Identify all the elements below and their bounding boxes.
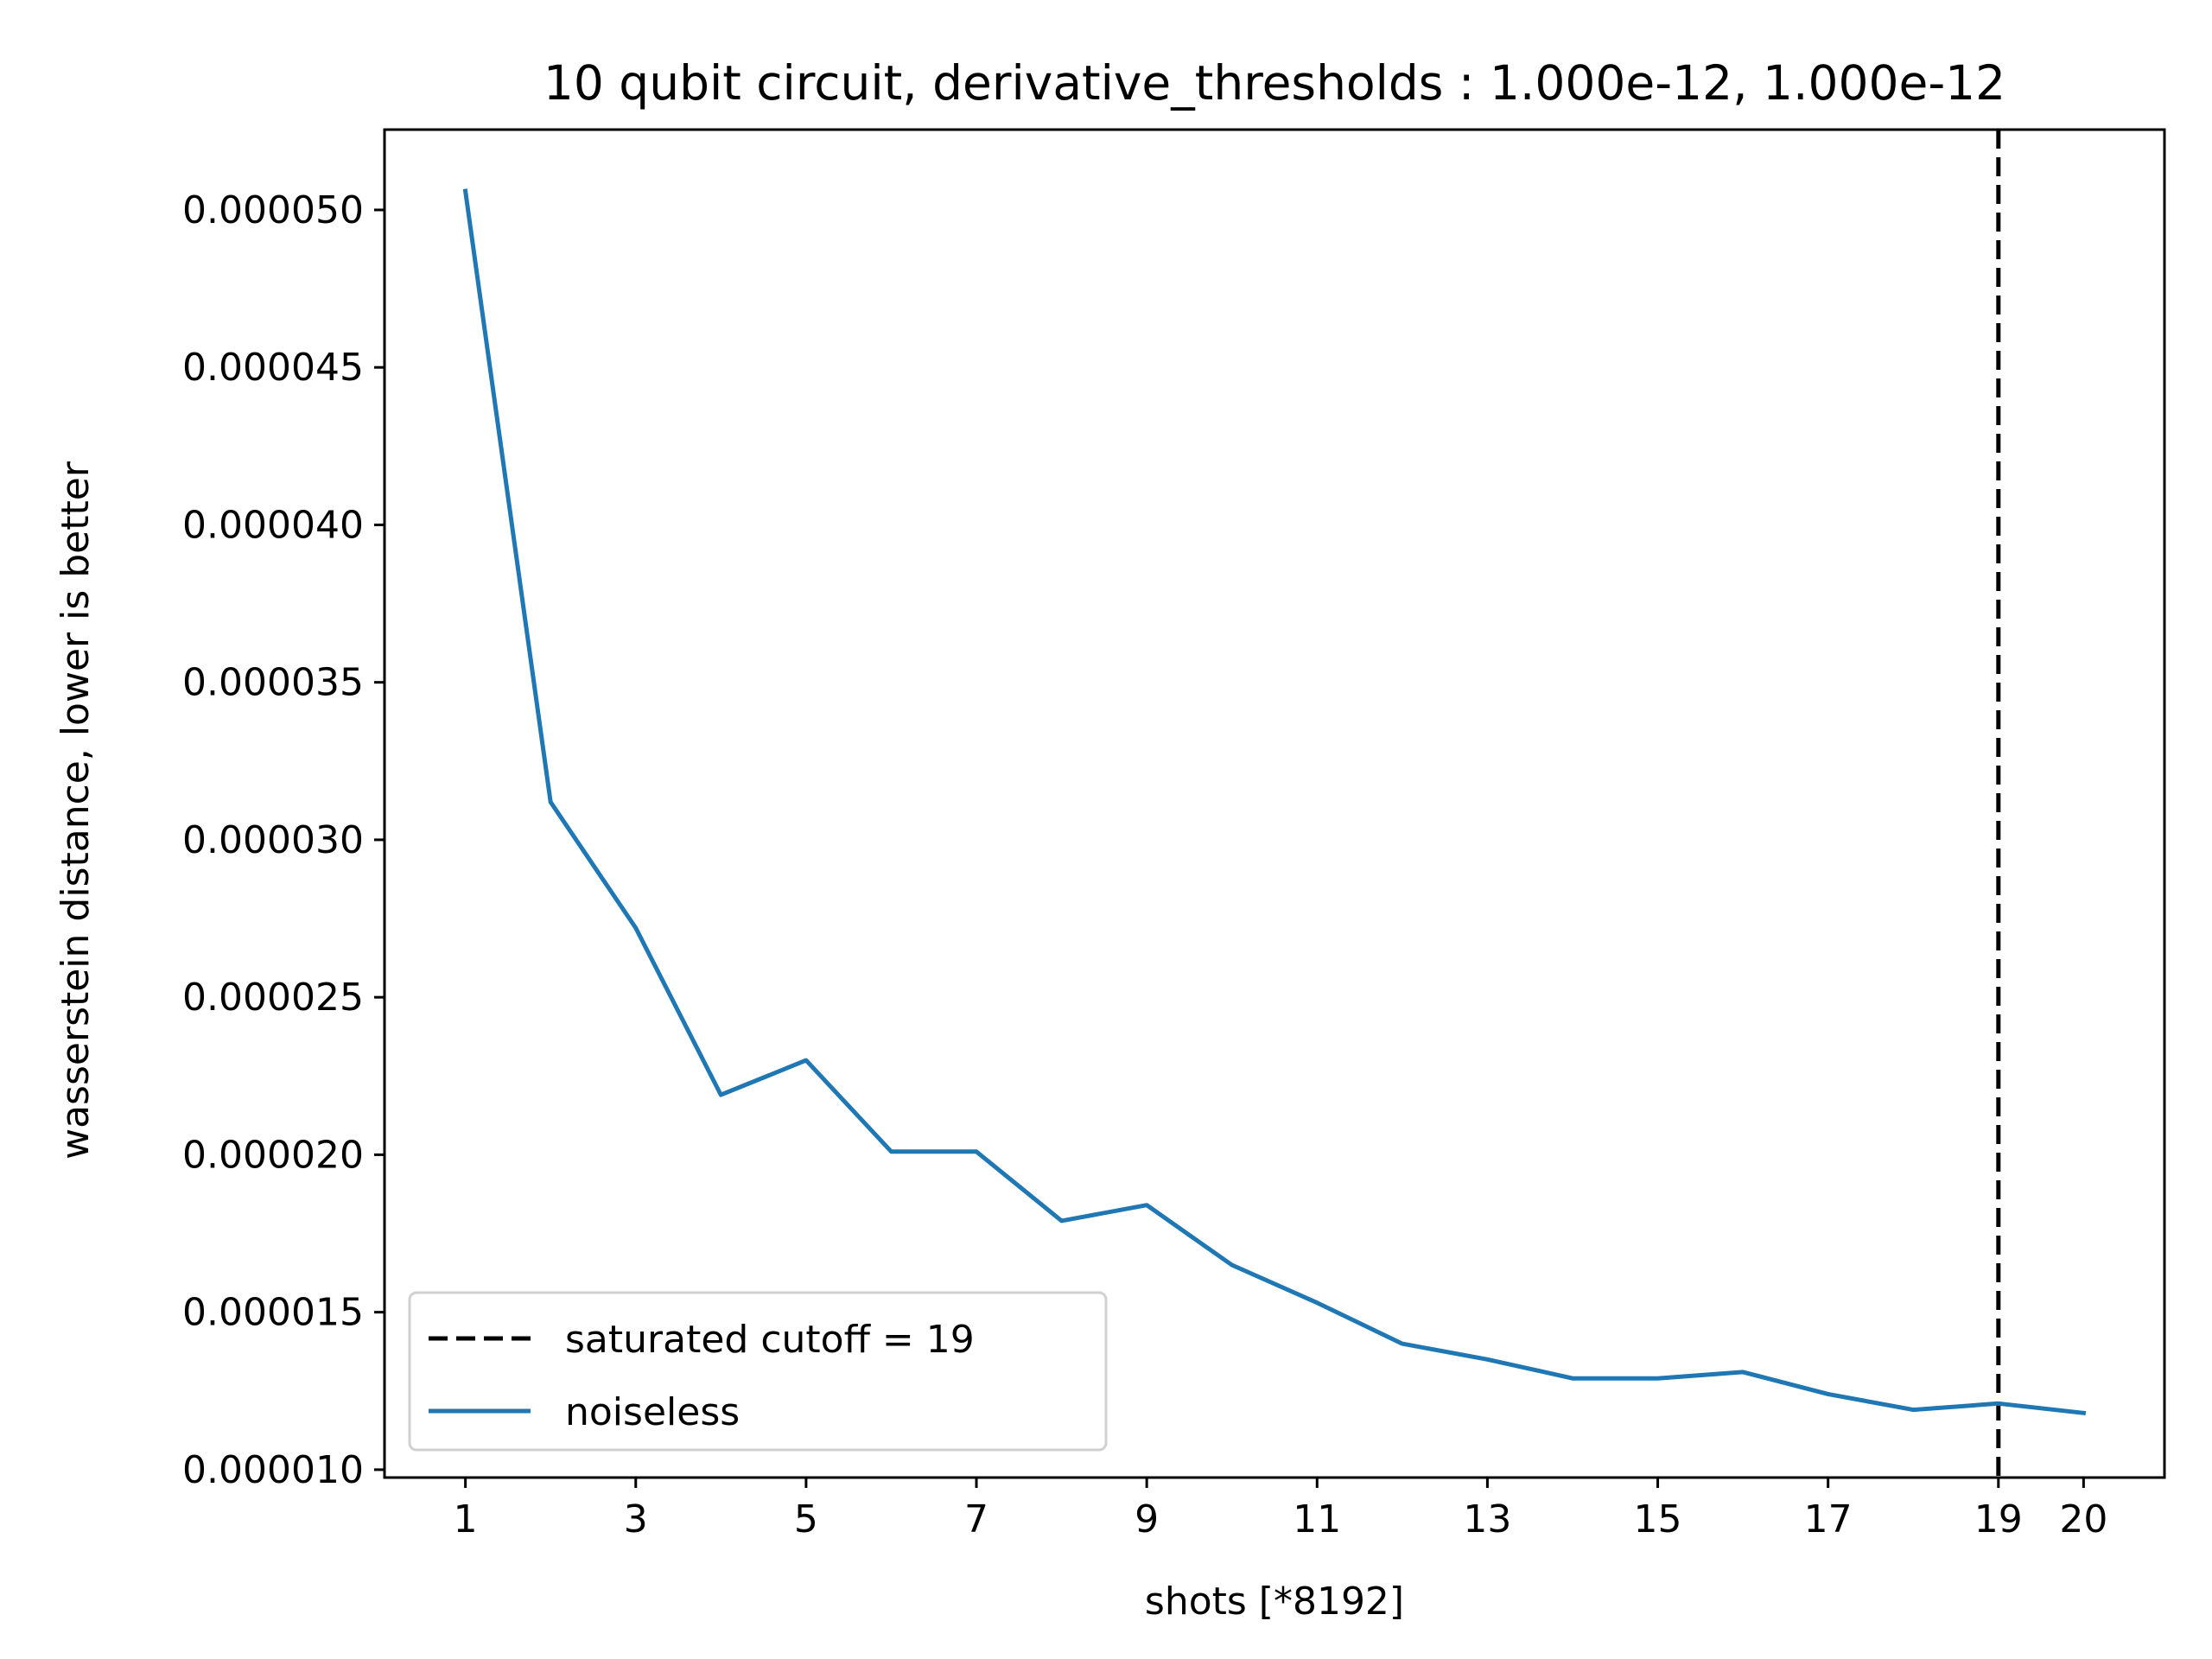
y-tick-label: 0.000015 bbox=[182, 1291, 364, 1335]
x-axis: 1 3 5 7 9 11 13 15 17 19 20 bbox=[454, 1478, 2107, 1541]
x-tick-label: 17 bbox=[1804, 1497, 1853, 1541]
x-tick-label: 11 bbox=[1293, 1497, 1341, 1541]
y-axis-label: wasserstein distance, lower is better bbox=[54, 461, 98, 1160]
plot-area bbox=[462, 130, 2087, 1478]
legend-entry-saturated-cutoff-label: saturated cutoff = 19 bbox=[565, 1318, 975, 1362]
legend: saturated cutoff = 19 noiseless bbox=[408, 1291, 1108, 1452]
y-tick-label: 0.000020 bbox=[182, 1133, 364, 1177]
x-tick-label: 7 bbox=[964, 1497, 988, 1541]
series-line-noiseless bbox=[462, 188, 2087, 1416]
x-tick-label: 3 bbox=[624, 1497, 648, 1541]
x-tick-label: 5 bbox=[794, 1497, 818, 1541]
x-tick-label: 1 bbox=[454, 1497, 478, 1541]
legend-box bbox=[408, 1291, 1108, 1452]
y-tick-label: 0.000010 bbox=[182, 1448, 364, 1492]
legend-entry-noiseless-label: noiseless bbox=[565, 1390, 740, 1434]
y-tick-label: 0.000035 bbox=[182, 661, 364, 705]
chart-title: 10 qubit circuit, derivative_thresholds … bbox=[543, 55, 2005, 111]
x-tick-label: 15 bbox=[1634, 1497, 1682, 1541]
x-tick-label: 20 bbox=[2059, 1497, 2107, 1541]
y-tick-label: 0.000030 bbox=[182, 818, 364, 862]
y-axis: 0.000010 0.000015 0.000020 0.000025 0.000030… bbox=[182, 188, 385, 1492]
x-tick-label: 19 bbox=[1974, 1497, 2023, 1541]
x-tick-label: 9 bbox=[1135, 1497, 1159, 1541]
axes-frame bbox=[383, 128, 2166, 1479]
y-tick-label: 0.000040 bbox=[182, 503, 364, 547]
y-tick-label: 0.000050 bbox=[182, 188, 364, 232]
x-axis-label: shots [*8192] bbox=[1145, 1580, 1404, 1624]
y-tick-label: 0.000045 bbox=[182, 346, 364, 390]
x-tick-label: 13 bbox=[1463, 1497, 1511, 1541]
y-tick-label: 0.000025 bbox=[182, 976, 364, 1020]
